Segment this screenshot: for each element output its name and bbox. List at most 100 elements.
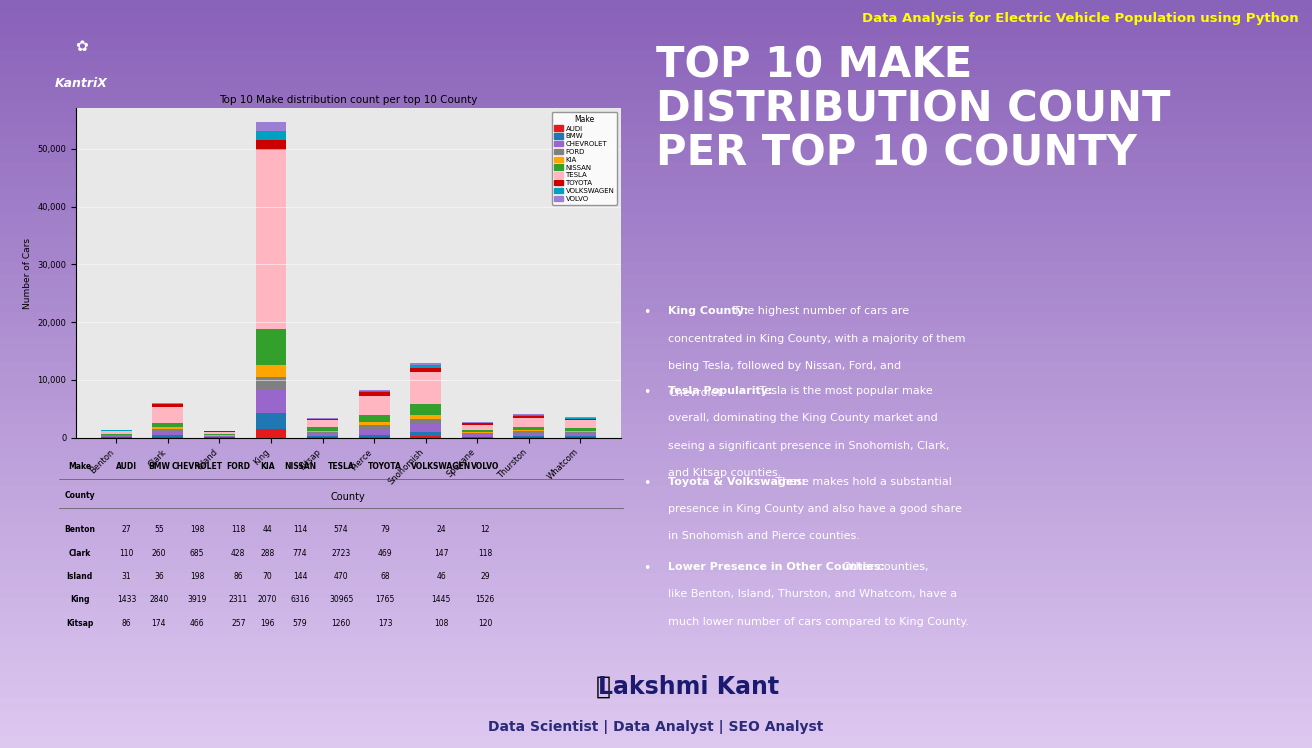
- Bar: [0, 361, 656, 374]
- Text: 46: 46: [436, 572, 446, 581]
- Text: and Kitsap counties.: and Kitsap counties.: [669, 468, 782, 478]
- Bar: [0, 275, 656, 286]
- Bar: [513, 433, 544, 436]
- Bar: [203, 432, 235, 435]
- Text: 36: 36: [154, 572, 164, 581]
- Bar: [0, 200, 1312, 212]
- Bar: [307, 431, 338, 432]
- Bar: [565, 433, 596, 436]
- Bar: [0, 486, 1312, 499]
- Bar: [565, 419, 596, 420]
- Text: 774: 774: [293, 548, 307, 557]
- Text: 114: 114: [293, 525, 307, 534]
- Text: 198: 198: [190, 572, 205, 581]
- Bar: [0, 50, 656, 62]
- Bar: [0, 112, 1312, 125]
- Bar: [0, 374, 1312, 387]
- Bar: [0, 462, 656, 473]
- Bar: [565, 436, 596, 437]
- Text: 79: 79: [380, 525, 390, 534]
- Bar: [0, 187, 656, 200]
- Bar: [0, 524, 656, 536]
- Text: 2070: 2070: [258, 595, 277, 604]
- Bar: [0, 499, 1312, 511]
- Bar: [0, 574, 1312, 586]
- Bar: [0, 224, 1312, 237]
- Bar: [152, 429, 184, 432]
- Text: •: •: [643, 307, 651, 319]
- Bar: [0, 387, 656, 399]
- Text: 3919: 3919: [188, 595, 207, 604]
- Bar: [256, 377, 286, 390]
- Y-axis label: Number of Cars: Number of Cars: [22, 238, 31, 308]
- Bar: [0, 174, 656, 187]
- Bar: [0, 511, 656, 524]
- Bar: [0, 374, 656, 387]
- Bar: [411, 365, 441, 368]
- Bar: [0, 686, 1312, 698]
- Bar: [0, 511, 1312, 524]
- Text: NISSAN: NISSAN: [283, 462, 316, 471]
- Text: overall, dominating the King County market and: overall, dominating the King County mark…: [669, 413, 938, 423]
- Text: CHEVROLET: CHEVROLET: [172, 462, 223, 471]
- Bar: [0, 125, 1312, 137]
- Bar: [0, 212, 1312, 224]
- Text: Tesla is the most popular make: Tesla is the most popular make: [756, 386, 933, 396]
- Text: BMW: BMW: [148, 462, 169, 471]
- Bar: [0, 262, 656, 275]
- Text: 6316: 6316: [290, 595, 310, 604]
- Bar: [0, 62, 1312, 75]
- Text: 147: 147: [434, 548, 449, 557]
- Bar: [411, 432, 441, 435]
- Bar: [0, 698, 656, 711]
- Bar: [358, 425, 390, 429]
- Bar: [0, 50, 1312, 62]
- Text: 31: 31: [122, 572, 131, 581]
- Bar: [0, 25, 1312, 37]
- Text: being Tesla, followed by Nissan, Ford, and: being Tesla, followed by Nissan, Ford, a…: [669, 361, 901, 371]
- Bar: [0, 548, 656, 561]
- Bar: [0, 112, 656, 125]
- Bar: [0, 88, 656, 99]
- Bar: [358, 390, 390, 391]
- Text: TOYOTA: TOYOTA: [369, 462, 403, 471]
- Bar: [0, 399, 656, 411]
- Bar: [358, 435, 390, 437]
- Bar: [203, 436, 235, 437]
- Bar: [565, 431, 596, 432]
- Bar: [0, 636, 1312, 649]
- Text: 174: 174: [152, 619, 167, 628]
- Text: KIA: KIA: [260, 462, 276, 471]
- Bar: [0, 174, 1312, 187]
- Text: Clark: Clark: [68, 548, 91, 557]
- Text: 260: 260: [152, 548, 167, 557]
- Text: VOLKSWAGEN: VOLKSWAGEN: [411, 462, 471, 471]
- Text: 1260: 1260: [332, 619, 350, 628]
- Bar: [0, 13, 656, 25]
- Text: AUDI: AUDI: [115, 462, 138, 471]
- Bar: [152, 405, 184, 407]
- Bar: [0, 735, 656, 748]
- Text: 1433: 1433: [117, 595, 136, 604]
- Bar: [0, 387, 1312, 399]
- Bar: [411, 424, 441, 432]
- Text: 2840: 2840: [150, 595, 168, 604]
- Text: KantriX: KantriX: [55, 77, 108, 91]
- Bar: [0, 499, 656, 511]
- Bar: [0, 548, 1312, 561]
- Text: 288: 288: [261, 548, 274, 557]
- Bar: [0, 312, 1312, 324]
- Bar: [0, 673, 1312, 686]
- Bar: [0, 324, 656, 337]
- Bar: [565, 432, 596, 433]
- Bar: [0, 37, 656, 50]
- Bar: [0, 237, 1312, 249]
- Bar: [256, 131, 286, 140]
- Text: 470: 470: [333, 572, 349, 581]
- Bar: [0, 611, 656, 623]
- Bar: [513, 417, 544, 427]
- Bar: [0, 561, 1312, 574]
- Bar: [462, 425, 493, 430]
- Bar: [411, 405, 441, 415]
- Text: Tesla Popularity:: Tesla Popularity:: [669, 386, 773, 396]
